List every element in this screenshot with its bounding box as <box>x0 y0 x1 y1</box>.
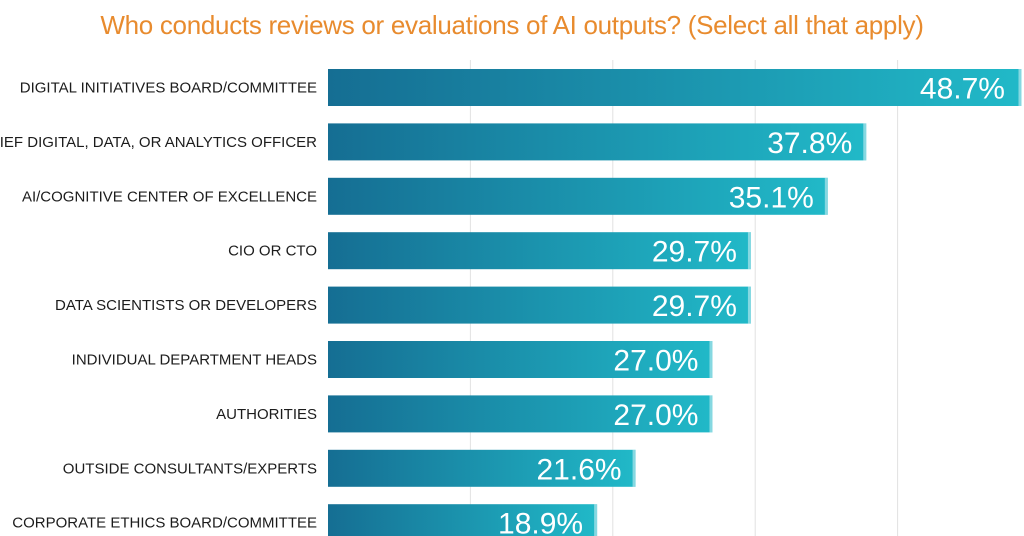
category-label: DIGITAL INITIATIVES BOARD/COMMITTEE <box>20 80 317 97</box>
value-label: 37.8% <box>767 127 852 160</box>
category-label: CIO OR CTO <box>228 243 317 260</box>
bar-end-highlight <box>632 449 636 487</box>
bar-row: DATA SCIENTISTS OR DEVELOPERS 29.7% <box>55 286 751 324</box>
value-label: 21.6% <box>537 453 622 486</box>
bar-end-highlight <box>709 395 713 433</box>
bar-end-highlight <box>1018 69 1022 106</box>
value-label: 48.7% <box>920 73 1005 106</box>
bar-row: IEF DIGITAL, DATA, OR ANALYTICS OFFICER 3… <box>0 123 867 161</box>
bar-row: CIO OR CTO 29.7% <box>228 232 751 270</box>
bar-row: OUTSIDE CONSULTANTS/EXPERTS 21.6% <box>63 449 636 487</box>
category-label: DATA SCIENTISTS OR DEVELOPERS <box>55 297 317 314</box>
value-label: 29.7% <box>652 236 737 269</box>
bar <box>328 449 636 487</box>
value-label: 18.9% <box>498 508 583 536</box>
bar <box>328 123 867 161</box>
bar-end-highlight <box>747 286 751 324</box>
bar-end-highlight <box>863 123 867 161</box>
bar-row: INDIVIDUAL DEPARTMENT HEADS 27.0% <box>72 341 713 378</box>
bar-end-highlight <box>824 177 828 215</box>
bar <box>328 504 598 536</box>
bar-end-highlight <box>747 232 751 270</box>
value-label: 29.7% <box>652 290 737 323</box>
category-label: AI/COGNITIVE CENTER OF EXCELLENCE <box>22 188 317 205</box>
bar-row: CORPORATE ETHICS BOARD/COMMITTEE 18.9% <box>12 504 598 536</box>
bar <box>328 232 751 270</box>
bar <box>328 177 828 215</box>
category-label: IEF DIGITAL, DATA, OR ANALYTICS OFFICER <box>0 134 317 151</box>
value-label: 35.1% <box>729 181 814 214</box>
bar-end-highlight <box>709 341 713 378</box>
chart-title: Who conducts reviews or evaluations of A… <box>100 10 924 40</box>
bar-row: DIGITAL INITIATIVES BOARD/COMMITTEE 48.7% <box>20 69 1022 106</box>
category-label: AUTHORITIES <box>216 406 317 423</box>
bars: DIGITAL INITIATIVES BOARD/COMMITTEE 48.7%… <box>0 69 1022 536</box>
bar-row: AUTHORITIES 27.0% <box>216 395 713 433</box>
bar <box>328 341 713 378</box>
category-label: CORPORATE ETHICS BOARD/COMMITTEE <box>12 515 317 532</box>
value-label: 27.0% <box>613 345 698 378</box>
bar <box>328 286 751 324</box>
value-label: 27.0% <box>613 399 698 432</box>
bar-row: AI/COGNITIVE CENTER OF EXCELLENCE 35.1% <box>22 177 828 215</box>
bar-end-highlight <box>594 504 598 536</box>
category-label: OUTSIDE CONSULTANTS/EXPERTS <box>63 460 317 477</box>
bar <box>328 395 713 433</box>
bar <box>328 69 1022 106</box>
category-label: INDIVIDUAL DEPARTMENT HEADS <box>72 352 317 369</box>
